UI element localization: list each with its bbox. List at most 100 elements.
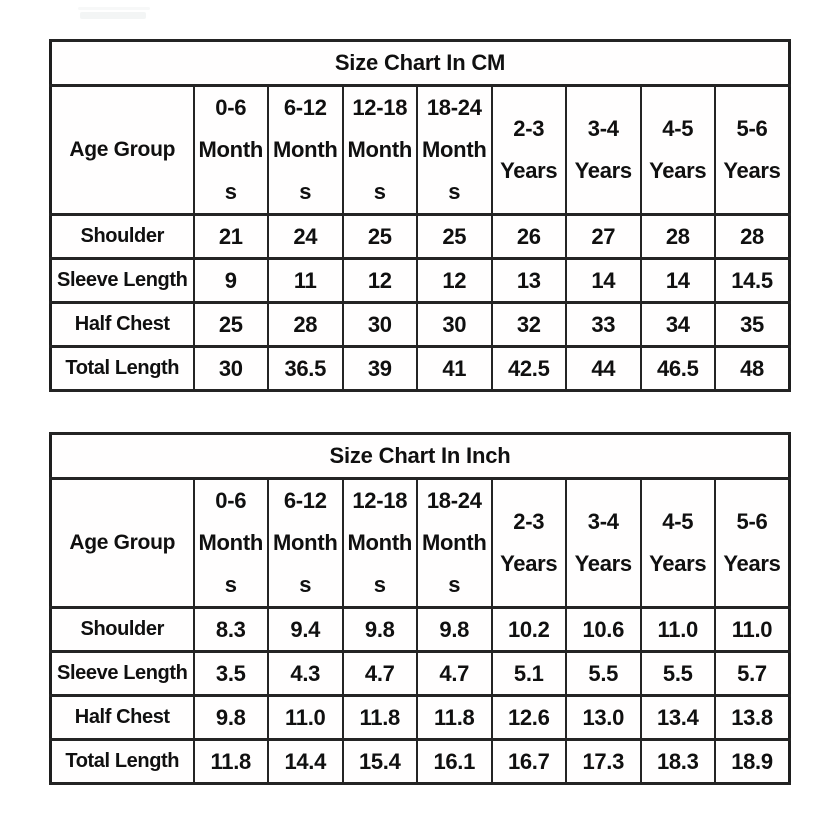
value-cell: 4.7 bbox=[416, 650, 493, 697]
column-header: 18-24 Month s bbox=[416, 84, 493, 216]
value-cell: 46.5 bbox=[639, 345, 716, 392]
row-label: Total Length bbox=[49, 738, 195, 785]
value-cell: 21 bbox=[192, 213, 269, 260]
value-cell: 18.3 bbox=[639, 738, 716, 785]
column-header: 4-5 Years bbox=[639, 477, 716, 609]
value-cell: 10.2 bbox=[490, 606, 567, 653]
table-row: Sleeve Length 3.5 4.3 4.7 4.7 5.1 5.5 5.5 5.7 bbox=[49, 650, 791, 697]
value-cell: 30 bbox=[341, 301, 418, 348]
row-label: Sleeve Length bbox=[49, 650, 195, 697]
value-cell: 12 bbox=[416, 257, 493, 304]
value-cell: 13 bbox=[490, 257, 567, 304]
value-cell: 4.7 bbox=[341, 650, 418, 697]
table-body: Shoulder 8.3 9.4 9.8 9.8 10.2 10.6 11.0 11.0 Slee… bbox=[49, 606, 791, 785]
title-row: Size Chart In CM bbox=[49, 39, 791, 87]
table-title: Size Chart In Inch bbox=[49, 432, 791, 480]
row-label: Shoulder bbox=[49, 213, 195, 260]
column-header-row: Age Group 0-6 Month s 6-12 Month s 12-18 M… bbox=[49, 84, 791, 216]
table-title: Size Chart In CM bbox=[49, 39, 791, 87]
value-cell: 13.4 bbox=[639, 694, 716, 741]
value-cell: 9 bbox=[192, 257, 269, 304]
table-row: Total Length 11.8 14.4 15.4 16.1 16.7 17.3 18.3… bbox=[49, 738, 791, 785]
value-cell: 14 bbox=[565, 257, 642, 304]
column-header: 0-6 Month s bbox=[192, 477, 269, 609]
column-header: 12-18 Month s bbox=[341, 84, 418, 216]
table-row: Half Chest 25 28 30 30 32 33 34 35 bbox=[49, 301, 791, 348]
row-label: Half Chest bbox=[49, 301, 195, 348]
column-header: 5-6 Years bbox=[714, 477, 791, 609]
value-cell: 25 bbox=[192, 301, 269, 348]
value-cell: 15.4 bbox=[341, 738, 418, 785]
value-cell: 14.5 bbox=[714, 257, 791, 304]
column-header: 3-4 Years bbox=[565, 84, 642, 216]
table-body: Shoulder 21 24 25 25 26 27 28 28 Sleeve Length 9 11… bbox=[49, 213, 791, 392]
value-cell: 28 bbox=[267, 301, 344, 348]
value-cell: 11.0 bbox=[714, 606, 791, 653]
row-label: Shoulder bbox=[49, 606, 195, 653]
value-cell: 39 bbox=[341, 345, 418, 392]
value-cell: 25 bbox=[341, 213, 418, 260]
column-header: 6-12 Month s bbox=[267, 477, 344, 609]
value-cell: 41 bbox=[416, 345, 493, 392]
table-row: Shoulder 8.3 9.4 9.8 9.8 10.2 10.6 11.0 11.0 bbox=[49, 606, 791, 653]
value-cell: 42.5 bbox=[490, 345, 567, 392]
value-cell: 9.4 bbox=[267, 606, 344, 653]
value-cell: 48 bbox=[714, 345, 791, 392]
value-cell: 14.4 bbox=[267, 738, 344, 785]
column-header: 0-6 Month s bbox=[192, 84, 269, 216]
table-row: Total Length 30 36.5 39 41 42.5 44 46.5 48 bbox=[49, 345, 791, 392]
value-cell: 16.1 bbox=[416, 738, 493, 785]
value-cell: 9.8 bbox=[192, 694, 269, 741]
row-label: Half Chest bbox=[49, 694, 195, 741]
value-cell: 26 bbox=[490, 213, 567, 260]
value-cell: 28 bbox=[639, 213, 716, 260]
value-cell: 11.8 bbox=[341, 694, 418, 741]
table-row: Shoulder 21 24 25 25 26 27 28 28 bbox=[49, 213, 791, 260]
value-cell: 30 bbox=[192, 345, 269, 392]
table-row: Half Chest 9.8 11.0 11.8 11.8 12.6 13.0 13.4 13.… bbox=[49, 694, 791, 741]
value-cell: 4.3 bbox=[267, 650, 344, 697]
value-cell: 11.0 bbox=[639, 606, 716, 653]
value-cell: 3.5 bbox=[192, 650, 269, 697]
value-cell: 14 bbox=[639, 257, 716, 304]
value-cell: 32 bbox=[490, 301, 567, 348]
value-cell: 36.5 bbox=[267, 345, 344, 392]
value-cell: 13.8 bbox=[714, 694, 791, 741]
table-row: Sleeve Length 9 11 12 12 13 14 14 14.5 bbox=[49, 257, 791, 304]
value-cell: 5.7 bbox=[714, 650, 791, 697]
column-header: 6-12 Month s bbox=[267, 84, 344, 216]
column-header: 12-18 Month s bbox=[341, 477, 418, 609]
size-chart-inch-table: Size Chart In Inch Age Group 0-6 Month s… bbox=[49, 432, 791, 785]
watermark-artifact-bottom bbox=[80, 12, 146, 19]
row-label: Total Length bbox=[49, 345, 195, 392]
value-cell: 11 bbox=[267, 257, 344, 304]
column-header-row: Age Group 0-6 Month s 6-12 Month s 12-18 M… bbox=[49, 477, 791, 609]
value-cell: 8.3 bbox=[192, 606, 269, 653]
column-header: 2-3 Years bbox=[490, 84, 567, 216]
value-cell: 11.8 bbox=[416, 694, 493, 741]
value-cell: 12.6 bbox=[490, 694, 567, 741]
corner-header: Age Group bbox=[49, 477, 195, 609]
title-row: Size Chart In Inch bbox=[49, 432, 791, 480]
value-cell: 11.0 bbox=[267, 694, 344, 741]
value-cell: 25 bbox=[416, 213, 493, 260]
value-cell: 16.7 bbox=[490, 738, 567, 785]
value-cell: 17.3 bbox=[565, 738, 642, 785]
size-chart-cm-table: Size Chart In CM Age Group 0-6 Month s 6-… bbox=[49, 39, 791, 392]
watermark-artifact-top bbox=[78, 7, 150, 10]
value-cell: 30 bbox=[416, 301, 493, 348]
column-header: 4-5 Years bbox=[639, 84, 716, 216]
value-cell: 12 bbox=[341, 257, 418, 304]
column-header: 2-3 Years bbox=[490, 477, 567, 609]
value-cell: 28 bbox=[714, 213, 791, 260]
corner-header: Age Group bbox=[49, 84, 195, 216]
value-cell: 5.5 bbox=[639, 650, 716, 697]
value-cell: 24 bbox=[267, 213, 344, 260]
column-header: 3-4 Years bbox=[565, 477, 642, 609]
value-cell: 9.8 bbox=[341, 606, 418, 653]
value-cell: 9.8 bbox=[416, 606, 493, 653]
value-cell: 5.5 bbox=[565, 650, 642, 697]
value-cell: 35 bbox=[714, 301, 791, 348]
value-cell: 13.0 bbox=[565, 694, 642, 741]
value-cell: 34 bbox=[639, 301, 716, 348]
